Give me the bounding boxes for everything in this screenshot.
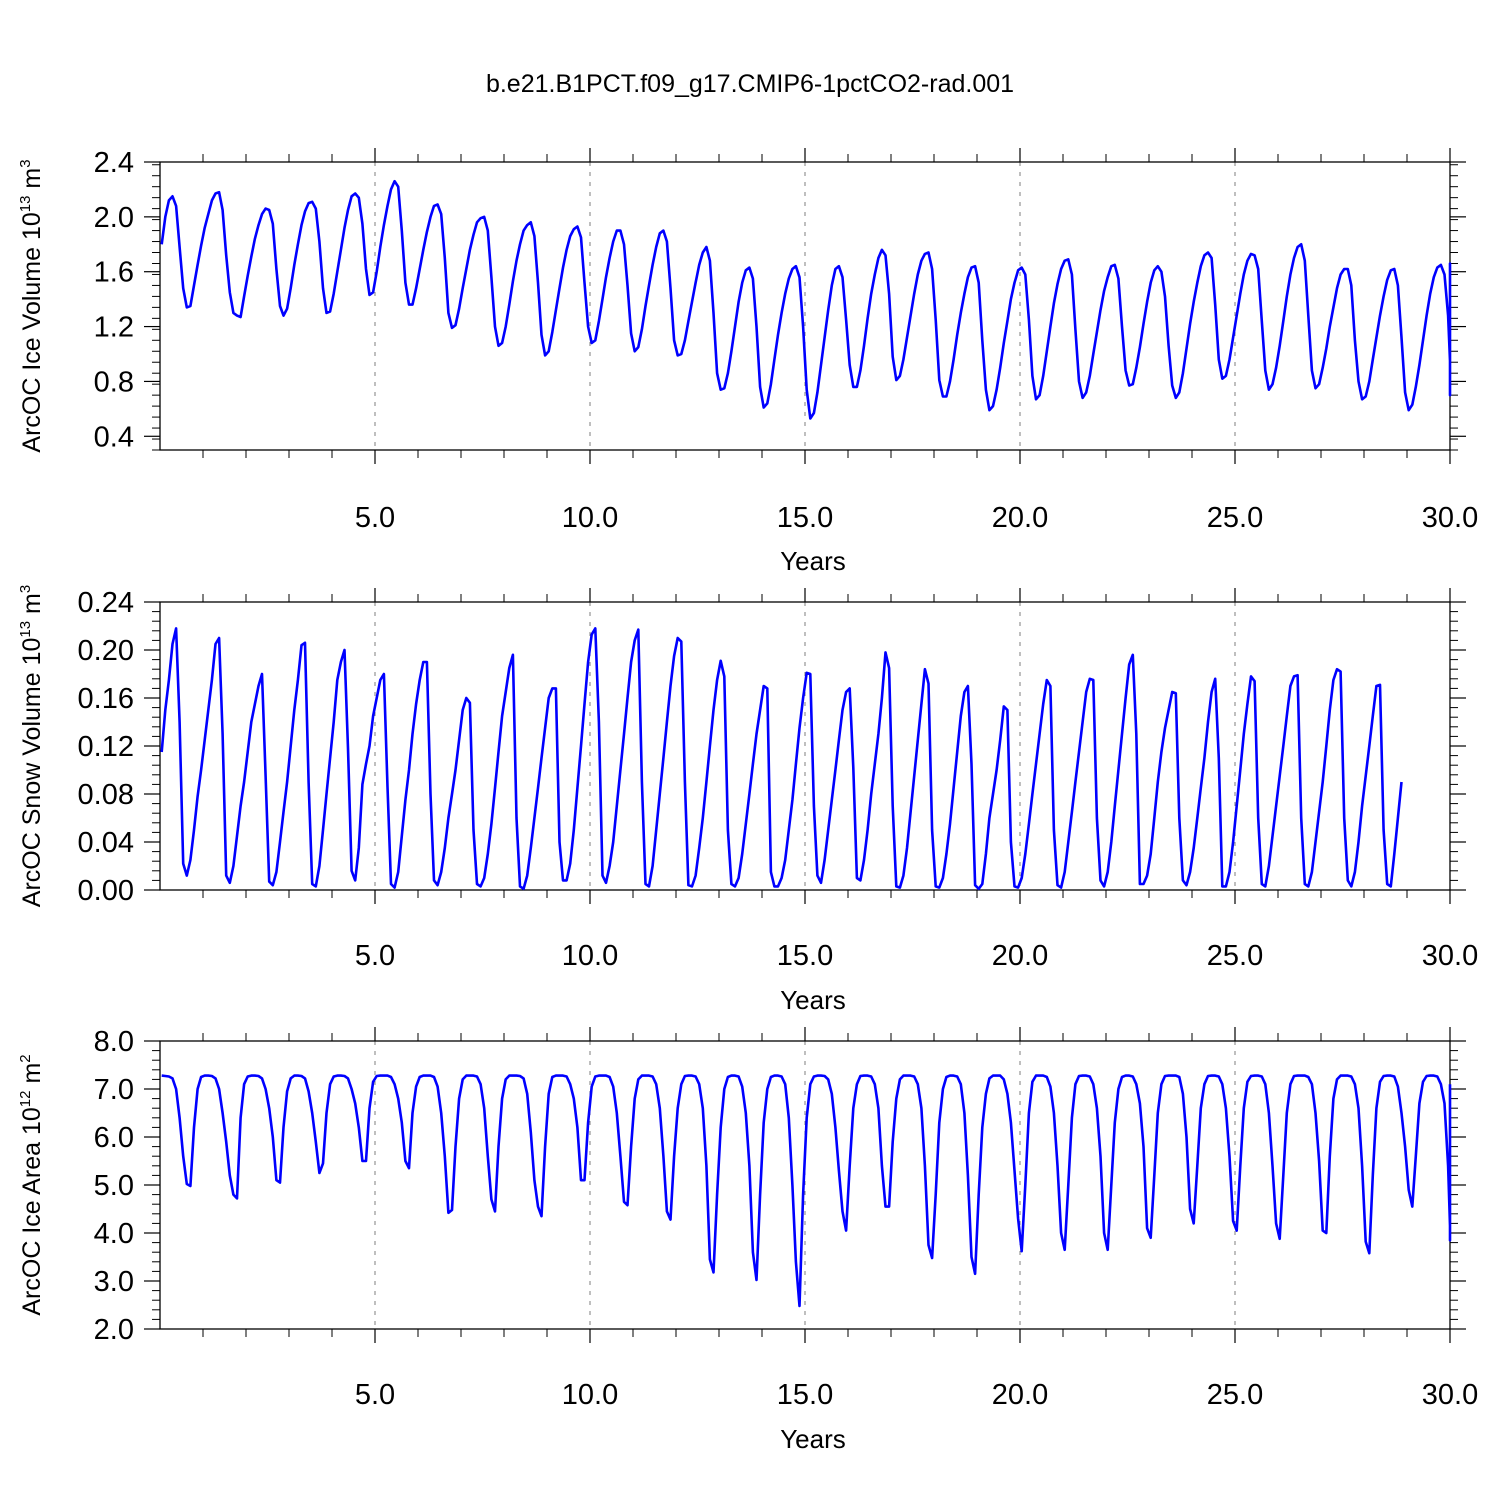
- page-title: b.e21.B1PCT.f09_g17.CMIP6-1pctCO2-rad.00…: [485, 70, 1015, 98]
- snow-volume-panel: 5.0 10.0 15.0 20.0 25.0 30.0 0.00 0.04 0.08 0.12 0…: [17, 585, 1478, 1015]
- snow-volume-series-line: [160, 627, 1403, 891]
- snow-volume-xtick-label: 5.0: [355, 940, 395, 972]
- ice-area-series-line: [161, 1074, 1452, 1308]
- snow-volume-yaxis-title-unit-exponent: 3: [17, 585, 34, 593]
- snow-volume-yaxis-title-unit: m: [18, 593, 46, 621]
- ice-volume-ytick-label: 1.6: [94, 257, 134, 289]
- ice-area-xtick-label: 20.0: [992, 1379, 1048, 1411]
- ice-volume-xtick-label: 20.0: [992, 502, 1048, 534]
- ice-volume-xtick-label: 5.0: [355, 502, 395, 534]
- ice-area-ytick-label: 2.0: [94, 1314, 134, 1346]
- ice-volume-yaxis-title-exponent: 13: [17, 196, 34, 213]
- ice-volume-ytick-label: 0.4: [94, 421, 134, 453]
- snow-volume-xtick-label: 15.0: [777, 940, 833, 972]
- ice-area-xtick-label: 10.0: [562, 1379, 618, 1411]
- ice-volume-series-line: [160, 179, 1452, 420]
- snow-volume-xtick-label: 25.0: [1207, 940, 1263, 972]
- ice-volume-ytick-label: 0.8: [94, 366, 134, 398]
- ice-volume-yaxis-title: ArcOC Ice Volume 1013 m3: [17, 159, 46, 452]
- snow-volume-ytick-label: 0.16: [78, 683, 134, 715]
- snow-volume-yaxis-title-main: ArcOC Snow Volume 10: [18, 638, 46, 908]
- ice-area-ytick-label: 7.0: [94, 1074, 134, 1106]
- snow-volume-xtick-label: 10.0: [562, 940, 618, 972]
- ice-area-yaxis-title-main: ArcOC Ice Area 10: [18, 1107, 46, 1315]
- ice-volume-ytick-label: 1.2: [94, 312, 134, 344]
- ice-volume-xtick-label: 25.0: [1207, 502, 1263, 534]
- snow-volume-ytick-label: 0.20: [78, 635, 134, 667]
- snow-volume-yaxis-title-exponent: 13: [17, 621, 34, 638]
- ice-area-yaxis-title-unit: m: [18, 1063, 46, 1091]
- ice-volume-xtick-label: 15.0: [777, 502, 833, 534]
- snow-volume-ytick-label: 0.24: [78, 587, 134, 619]
- ice-area-ytick-label: 5.0: [94, 1170, 134, 1202]
- snow-volume-ytick-label: 0.04: [78, 827, 134, 859]
- ice-area-xtick-label: 15.0: [777, 1379, 833, 1411]
- ice-volume-yaxis-title-main: ArcOC Ice Volume 10: [18, 212, 46, 452]
- ice-area-ytick-label: 8.0: [94, 1026, 134, 1058]
- ice-area-xaxis-title: Years: [780, 1424, 846, 1454]
- snow-volume-xtick-label: 30.0: [1422, 940, 1478, 972]
- snow-volume-xtick-label: 20.0: [992, 940, 1048, 972]
- ice-area-ytick-label: 4.0: [94, 1218, 134, 1250]
- ice-area-xtick-label: 5.0: [355, 1379, 395, 1411]
- ice-volume-xaxis-title: Years: [780, 546, 846, 576]
- ice-volume-yaxis-title-unit-exponent: 3: [17, 159, 34, 167]
- ice-area-yaxis-title: ArcOC Ice Area 1012 m2: [17, 1054, 46, 1315]
- ice-area-yaxis-title-exponent: 12: [17, 1091, 34, 1108]
- snow-volume-ytick-label: 0.12: [78, 731, 134, 763]
- ice-area-xtick-label: 30.0: [1422, 1379, 1478, 1411]
- ice-area-yaxis-title-unit-exponent: 2: [17, 1054, 34, 1062]
- ice-area-ytick-label: 3.0: [94, 1266, 134, 1298]
- ice-volume-ytick-label: 2.4: [94, 147, 134, 179]
- snow-volume-ytick-label: 0.08: [78, 779, 134, 811]
- snow-volume-yaxis-title: ArcOC Snow Volume 1013 m3: [17, 585, 46, 907]
- snow-volume-xaxis-title: Years: [780, 985, 846, 1015]
- ice-volume-ytick-label: 2.0: [94, 202, 134, 234]
- ice-volume-xtick-label: 10.0: [562, 502, 618, 534]
- ice-area-ytick-label: 6.0: [94, 1122, 134, 1154]
- ice-volume-xtick-label: 30.0: [1422, 502, 1478, 534]
- ice-volume-yaxis-title-unit: m: [18, 168, 46, 196]
- snow-volume-ytick-label: 0.00: [78, 875, 134, 907]
- ice-area-panel: 5.0 10.0 15.0 20.0 25.0 30.0 2.0 3.0 4.0 5.0 6.0 7.…: [17, 1026, 1478, 1454]
- ice-volume-panel: 5.0 10.0 15.0 20.0 25.0 30.0 0.4 0.8 1.2 1.6 2.0 2.…: [17, 147, 1478, 576]
- ice-area-xtick-label: 25.0: [1207, 1379, 1263, 1411]
